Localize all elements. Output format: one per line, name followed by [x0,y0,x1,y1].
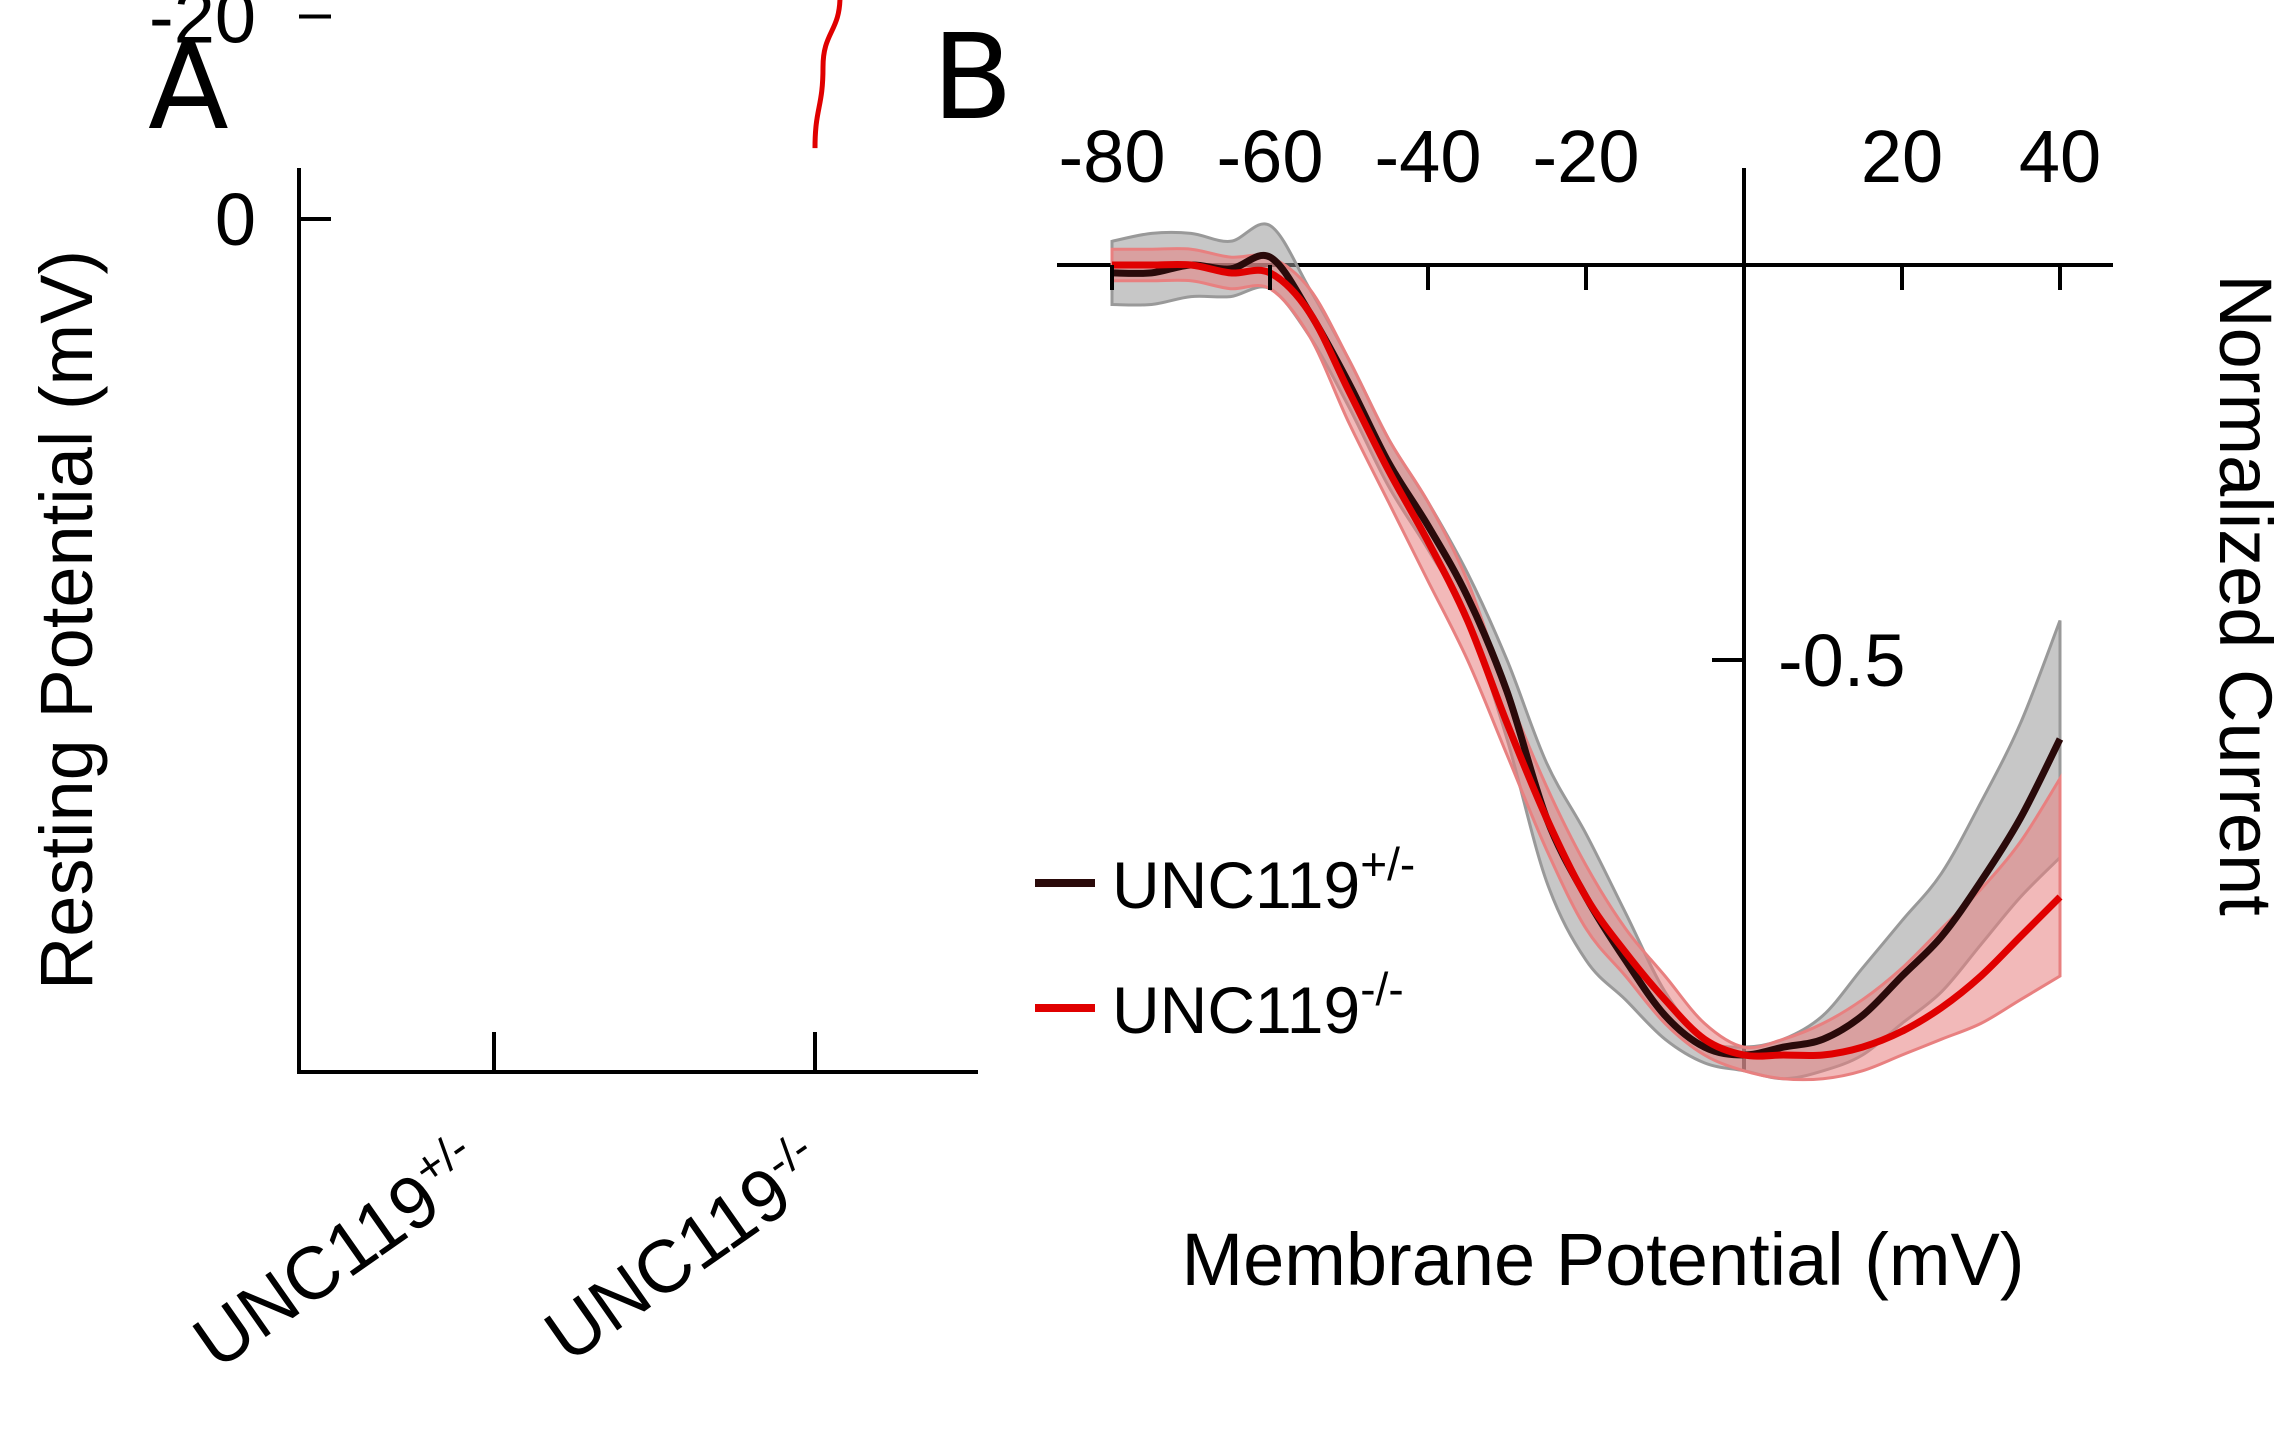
panel-b-y-axis-title: Normalized Current [2204,274,2287,916]
group-label-heterozygous: UNC119+/- [176,1121,499,1384]
group-label-knockout: UNC119-/- [527,1121,841,1378]
y-tick-label: -20 [149,0,256,59]
legend-label-heterozygous: UNC119+/- [1112,838,1415,922]
panel-b-x-axis-title: Membrane Potential (mV) [1181,1218,2024,1301]
x-tick-label: -40 [1375,115,1482,198]
panel-a-letter: A [148,18,229,156]
sem-band-knockout [1110,247,2062,1082]
panel-a-y-axis-title: Resting Potential (mV) [25,250,108,990]
legend-label-knockout: UNC119-/- [1112,963,1404,1047]
x-tick-label: 40 [2019,115,2101,198]
iv-line-knockout [1111,260,2063,1060]
x-tick-label: -20 [1533,115,1640,198]
x-tick-label: -80 [1059,115,1166,198]
panel-a-marks [812,0,843,149]
density-curve-knockout [812,0,843,149]
y-tick-label: 0 [215,178,256,261]
panel-b-letter: B [932,8,1013,146]
y-tick-label: -0.5 [1778,619,1906,702]
panel-b: B -80 -60 -40 -20 20 40 -0.5 Membrane Potentia… [932,8,2287,1301]
panel-b-ticks: -80 -60 -40 -20 20 40 -0.5 [1059,115,2102,702]
sem-band-heterozygous [1110,222,2062,1081]
panel-a: A 0-20-40-60-80 Resting Potential (mV) U… [25,0,978,1384]
panel-b-bands [1110,222,2062,1082]
x-tick-label: 20 [1861,115,1943,198]
x-tick-label: -60 [1217,115,1324,198]
panel-a-y-ticks: 0-20-40-60-80 [149,0,331,261]
panel-b-lines [1111,251,2064,1060]
legend: UNC119+/- UNC119-/- [1035,838,1415,1047]
